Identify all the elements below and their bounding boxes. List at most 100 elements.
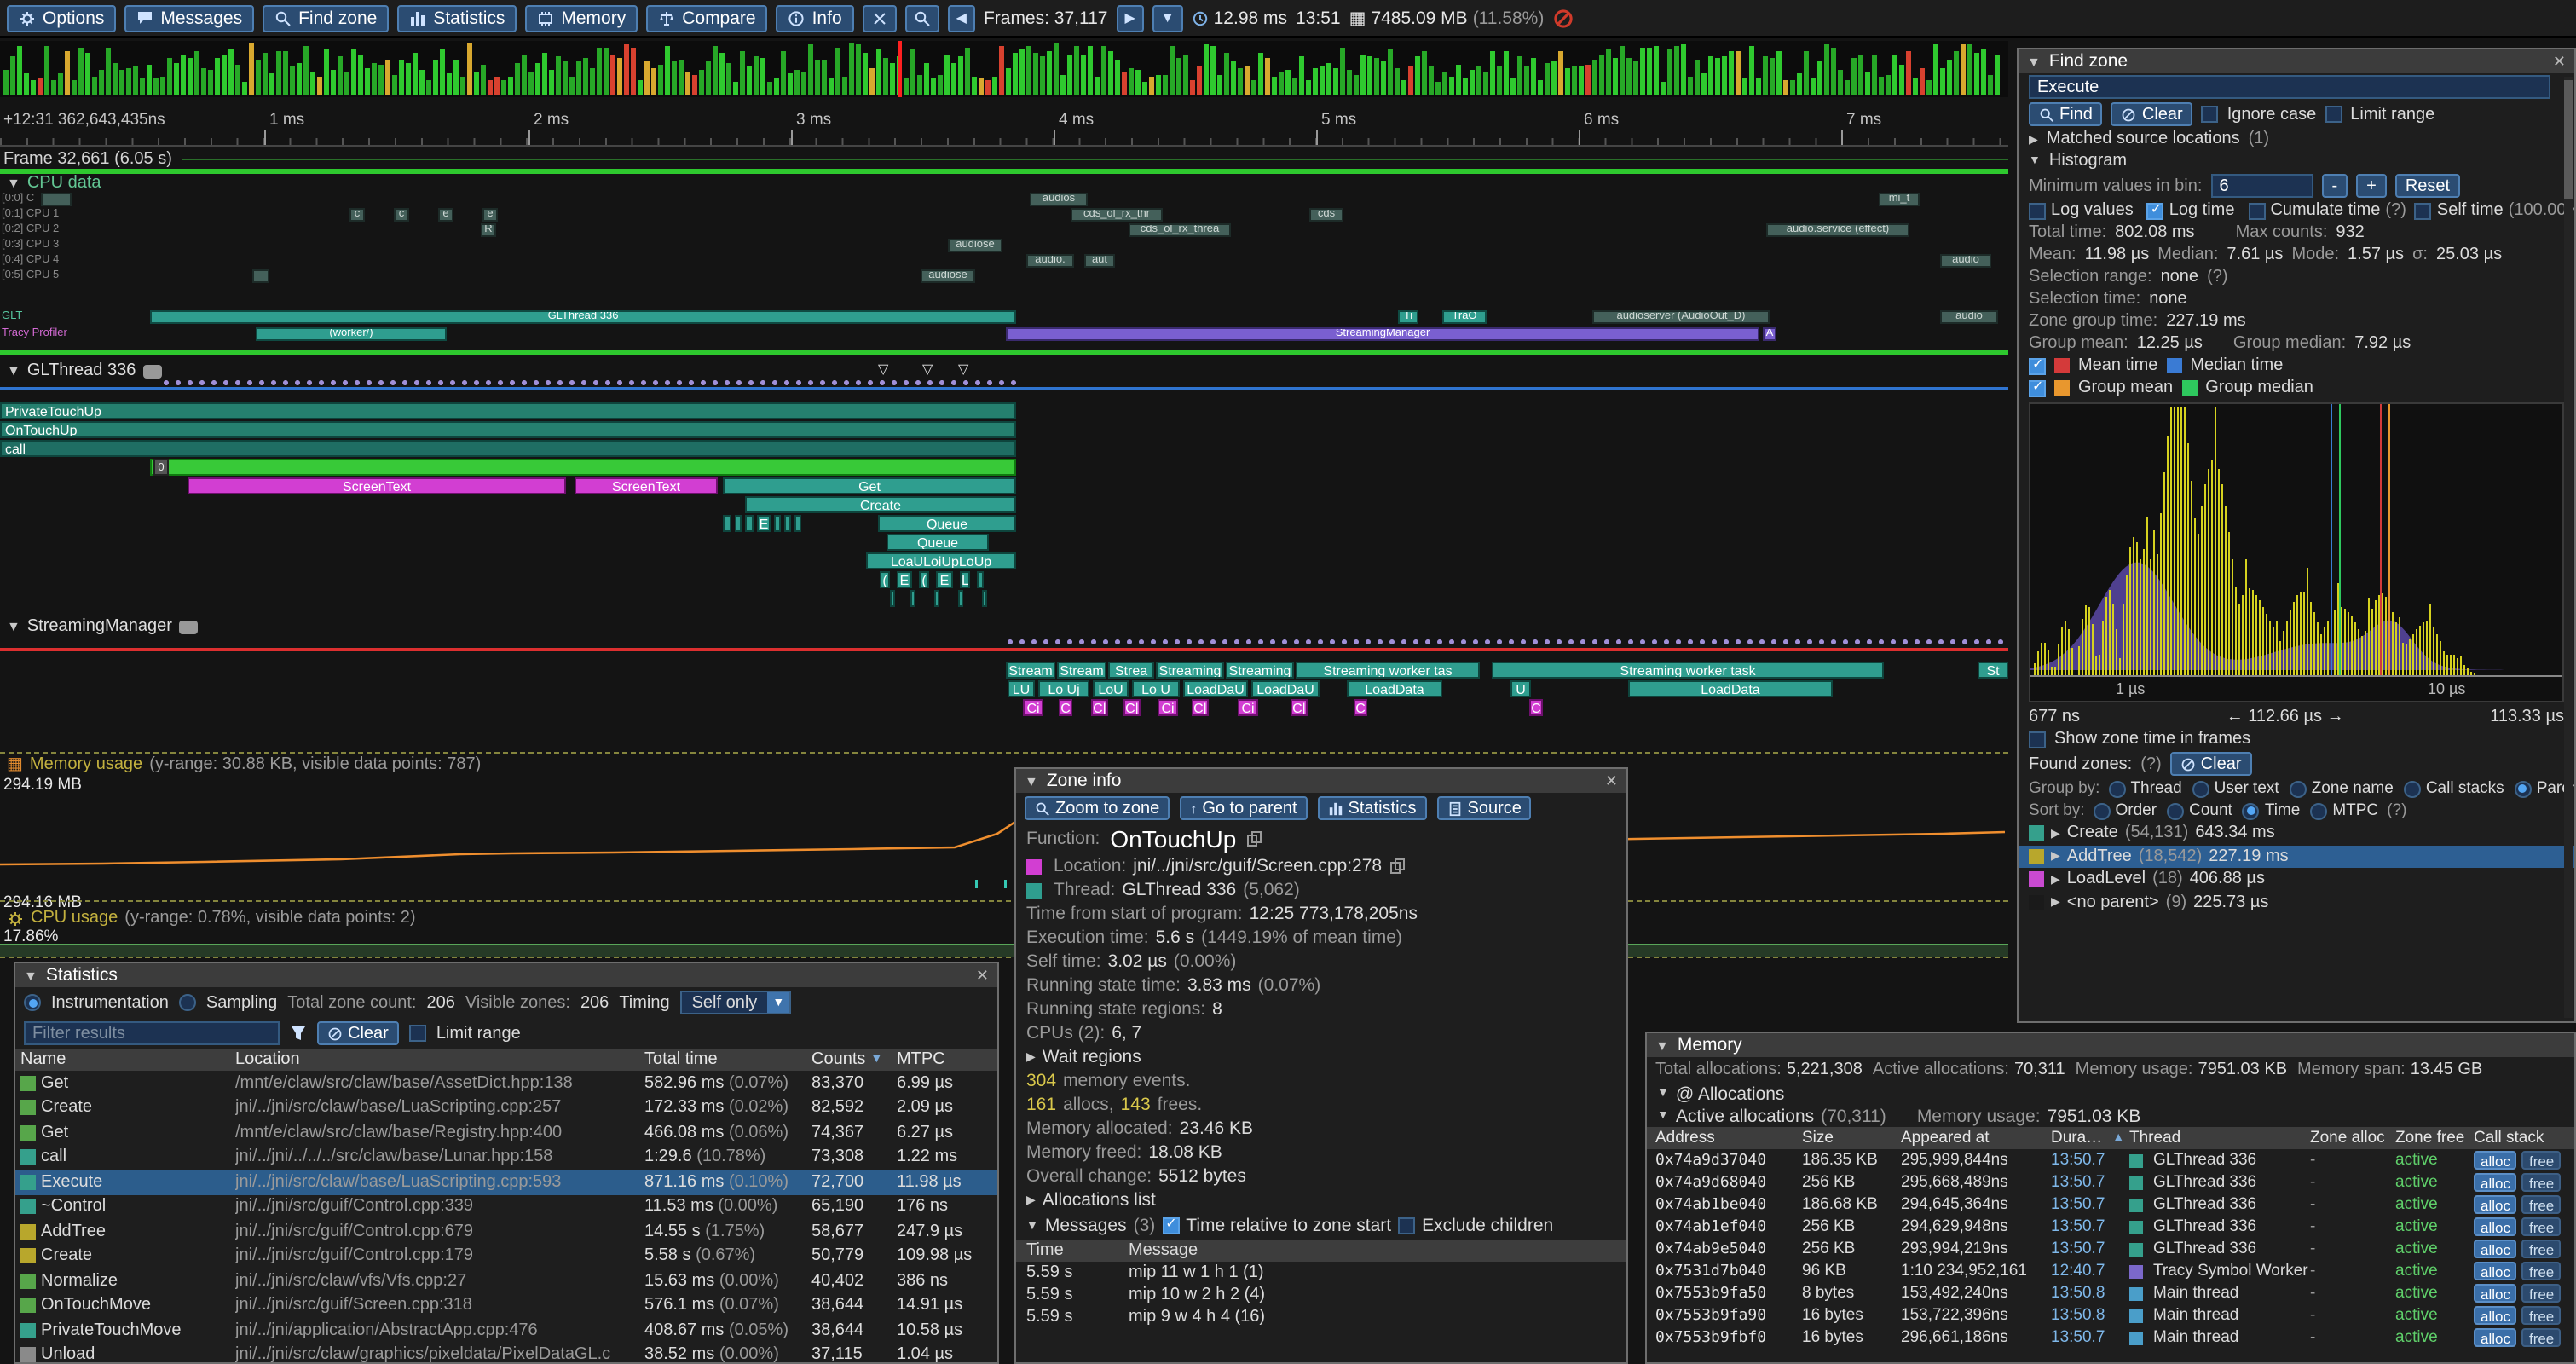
zone-segment[interactable]: LoU [1093,680,1129,697]
frame-bar[interactable] [303,47,309,95]
collapse-icon[interactable]: ▼ [2027,54,2041,69]
col-name[interactable]: Name [20,1050,235,1069]
free-callstack-button[interactable]: free [2522,1262,2561,1280]
frame-bar[interactable] [1081,55,1086,95]
zone-segment[interactable]: ( [919,571,929,588]
frame-bar[interactable] [372,63,377,95]
frame-bar[interactable] [1640,49,1645,95]
frame-bar[interactable] [1047,51,1052,95]
frame-bar[interactable] [228,49,234,95]
frame-bar[interactable] [1715,57,1720,95]
frame-bar[interactable] [1054,43,1059,95]
frame-bar[interactable] [1974,54,1979,95]
frame-bar[interactable] [1347,70,1352,95]
message-marker-icon[interactable]: ▽ [958,361,968,377]
frame-bar[interactable] [1497,66,1502,95]
ignore-case-checkbox[interactable] [2202,106,2219,123]
timing-select[interactable]: Self only▼ [680,991,792,1014]
message-marker-icon[interactable]: ▽ [922,361,933,377]
col-mtpc[interactable]: MTPC [897,1050,992,1069]
frame-bar[interactable] [10,55,15,95]
frame-bar[interactable] [1067,55,1072,95]
frame-bar[interactable] [1320,66,1325,95]
frame-bar[interactable] [869,67,875,95]
cpu-zone-segment[interactable]: cds_ol_rx_threa [1129,223,1231,237]
frame-bar[interactable] [801,72,806,95]
frame-bar[interactable] [1326,62,1331,95]
frame-bar[interactable] [876,50,881,95]
frame-bar[interactable] [931,78,936,96]
cpu-zone-segment[interactable]: audiose [921,269,975,283]
group-mean-checkbox[interactable] [2029,379,2046,396]
alloc-callstack-button[interactable]: alloc [2474,1240,2517,1258]
thread-value[interactable]: GLThread 336 [1122,880,1236,900]
frame-bar[interactable] [290,66,295,95]
statistics-table-header[interactable]: Name Location Total time Counts▼ MTPC [15,1049,997,1071]
sort-by-option[interactable]: MTPC [2310,801,2378,820]
limit-range-checkbox[interactable] [409,1025,426,1042]
frame-bar[interactable] [597,48,602,95]
zoom-to-zone-button[interactable]: Zoom to zone [1025,796,1170,820]
frame-bar[interactable] [672,61,677,95]
frame-bar[interactable] [406,63,411,95]
frame-bar[interactable] [160,77,165,95]
frame-bar[interactable] [713,45,718,95]
allocation-row[interactable]: 0x7553b9fa90 16 bytes 153,722,396ns 13:5… [1647,1304,2574,1326]
frame-bar[interactable] [1231,61,1236,95]
zone-segment[interactable] [774,515,781,532]
zone-segment[interactable]: Get [723,477,1016,494]
frame-bar[interactable] [1545,63,1550,95]
cpu-zone-segment[interactable]: StreamingManager [1006,327,1759,341]
find-zone-button[interactable]: Find zone [263,4,389,32]
memory-titlebar[interactable]: ▼Memory [1647,1033,2574,1057]
zone-segment[interactable]: C| [1291,699,1308,716]
statistics-row[interactable]: Execute jni/../jni/src/claw/base/LuaScri… [15,1170,997,1194]
alloc-callstack-button[interactable]: alloc [2474,1328,2517,1347]
frame-bar[interactable] [181,55,186,95]
frame-bar[interactable] [1824,45,1829,95]
frame-bar[interactable] [1285,70,1291,95]
frame-bar[interactable] [1476,66,1481,95]
frame-bar[interactable] [1620,46,1625,95]
col-zone-alloc[interactable]: Zone alloc [2310,1129,2395,1147]
mean-time-checkbox[interactable] [2029,357,2046,374]
frame-bar[interactable] [78,48,84,95]
frame-bar[interactable] [17,46,22,95]
frame-bar[interactable] [256,60,261,95]
cpu-zone-segment[interactable]: audio.service (effect) [1766,223,1909,237]
frame-bar[interactable] [174,63,179,95]
frame-bar[interactable] [1088,46,1093,95]
zone-segment[interactable]: St [1978,662,2008,679]
frame-bar[interactable] [358,55,363,95]
frame-info[interactable]: Frame 32,661 (6.05 s) [3,150,2008,169]
free-callstack-button[interactable]: free [2522,1217,2561,1236]
found-zone-row[interactable]: ▶ LoadLevel (18) 406.88 µs [2019,868,2574,891]
alloc-callstack-button[interactable]: alloc [2474,1262,2517,1280]
frame-bar[interactable] [508,76,513,95]
frame-bar[interactable] [1845,81,1850,95]
allocation-row[interactable]: 0x74ab1be040 186.68 KB 294,645,364ns 13:… [1647,1194,2574,1216]
frame-bar[interactable] [1947,59,1952,95]
allocation-row[interactable]: 0x74ab1ef040 256 KB 294,629,948ns 13:50.… [1647,1216,2574,1238]
frame-bar[interactable] [1804,51,1809,95]
active-allocations-toggle[interactable]: ▼Active allocations(70,311)Memory usage:… [1647,1105,2574,1127]
cpu-zone-segment[interactable]: audio [1940,310,1998,324]
frame-bar[interactable] [1449,77,1454,95]
frame-bar[interactable] [822,61,827,95]
frame-bar[interactable] [147,64,152,95]
frame-bar[interactable] [1374,58,1379,95]
close-icon[interactable]: ✕ [1605,772,1618,790]
cpu-data-header[interactable]: ▼CPU data [7,174,101,193]
frame-bar[interactable] [1538,80,1543,96]
exclude-children-checkbox[interactable] [1398,1217,1415,1234]
frame-bar[interactable] [835,48,840,95]
alloc-callstack-button[interactable]: alloc [2474,1195,2517,1214]
col-call-stack[interactable]: Call stack [2474,1129,2569,1147]
zone-segment[interactable]: Streaming [1226,662,1294,679]
zone-segment[interactable]: Lo U [1132,680,1180,697]
cpu-zone-segment[interactable]: c [349,208,365,222]
frame-bar[interactable] [92,76,97,95]
frame-bar[interactable] [767,81,772,95]
show-zone-time-checkbox[interactable] [2029,731,2046,748]
zone-segment[interactable]: U [1510,680,1531,697]
